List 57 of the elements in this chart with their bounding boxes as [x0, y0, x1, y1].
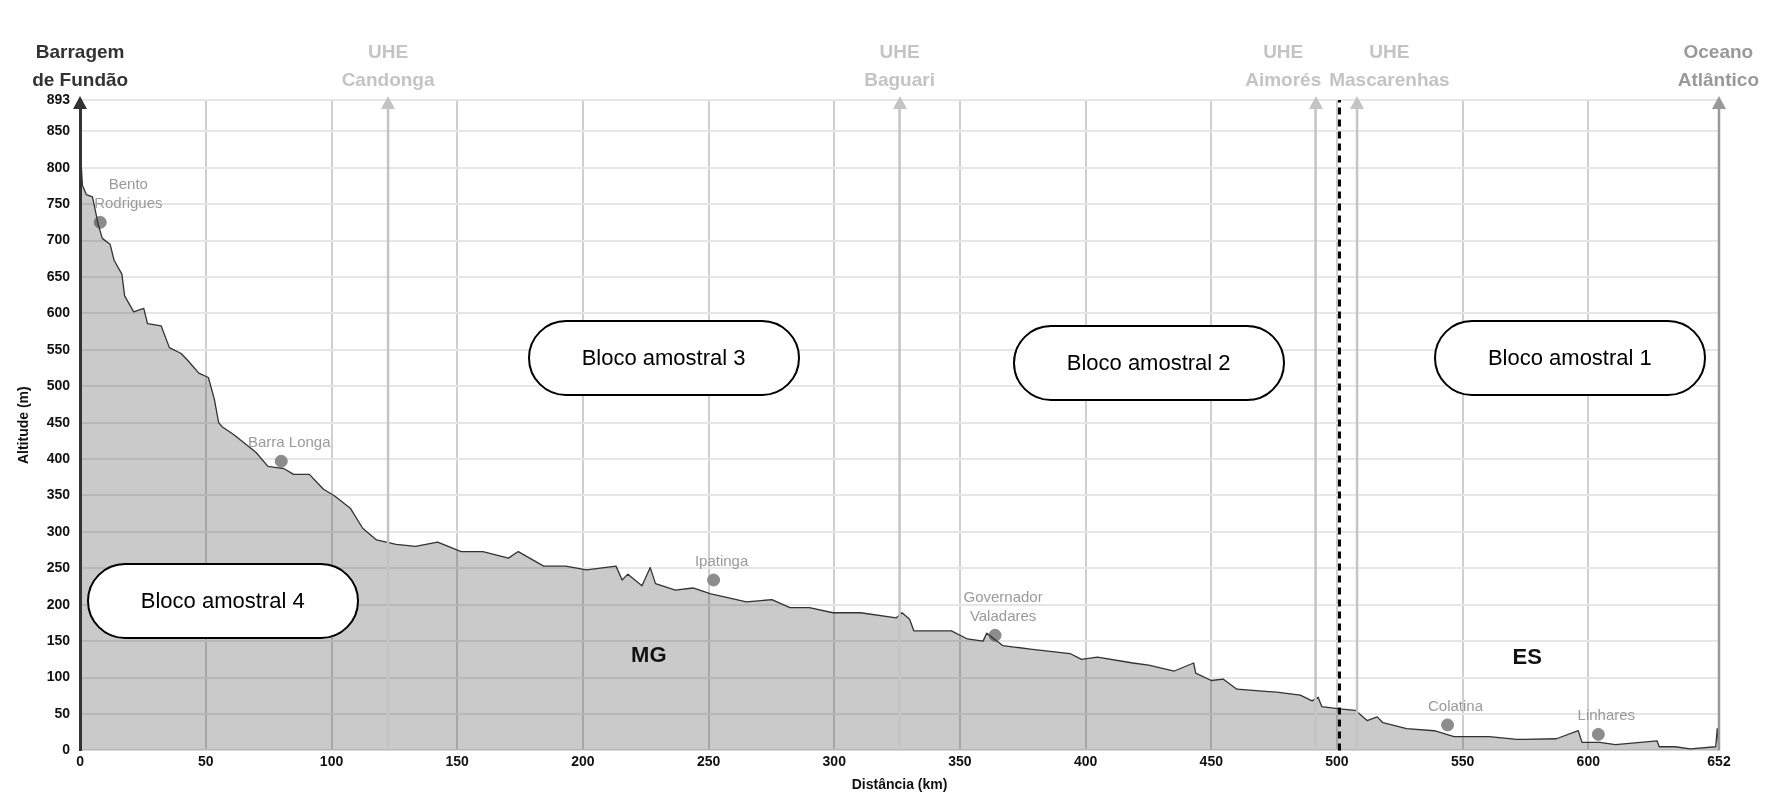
x-tick-label: 350 [948, 752, 972, 769]
y-tick-label: 100 [46, 668, 71, 685]
data-label: Colatina [1428, 696, 1484, 714]
y-tick-label: 0 [62, 741, 71, 758]
ref-line-label: UHE Candonga [341, 41, 435, 90]
point [1591, 727, 1605, 741]
y-tick-label: 850 [46, 122, 71, 139]
data-label: Linhares [1577, 706, 1636, 724]
y-tick-label: 550 [46, 340, 71, 357]
y-tick-label: 300 [46, 522, 71, 539]
data-label: Barra Longa [247, 433, 332, 451]
y-tick-label: 750 [46, 195, 71, 212]
annotation: ES [1512, 644, 1542, 671]
x-tick-label: 150 [445, 752, 470, 769]
point [707, 573, 721, 587]
y-tick-label: 600 [46, 304, 71, 321]
y-tick-label: 350 [46, 486, 71, 503]
annotation: Bloco amostral 3 [581, 344, 746, 371]
y-tick-label: 800 [46, 158, 71, 175]
annotation: Bloco amostral 2 [1066, 349, 1231, 376]
y-tick-label: 450 [46, 413, 71, 430]
point [1441, 718, 1455, 732]
x-tick-label: 100 [319, 752, 344, 769]
data-label: Governador Valadares [963, 588, 1043, 625]
ref-line-label: UHE Aimorés [1245, 41, 1322, 90]
ref-line-label: UHE Mascarenhas [1329, 41, 1450, 90]
x-tick-label: 0 [76, 752, 85, 769]
annotation: MG [631, 641, 667, 668]
y-tick-label: 150 [46, 632, 71, 649]
x-tick-label: 250 [696, 752, 721, 769]
y-axis-title: Altitude (m) [15, 386, 32, 465]
y-tick-label: 200 [46, 595, 71, 612]
y-tick-label: 250 [46, 559, 71, 576]
x-tick-label: 400 [1073, 752, 1098, 769]
x-tick-label: 500 [1325, 752, 1349, 769]
y-tick-label: 500 [46, 377, 71, 394]
text: Barragem de Fundão [32, 41, 129, 90]
y-tick-label: 893 [46, 90, 71, 107]
point [274, 454, 288, 468]
x-tick-label: 50 [198, 752, 214, 769]
x-tick-label: 600 [1576, 752, 1601, 769]
data-label: Ipatinga [694, 551, 749, 569]
ref-line-label: Oceano Atlântico [1677, 41, 1759, 90]
y-tick-label: 700 [46, 231, 71, 248]
x-tick-label: 300 [822, 752, 847, 769]
x-tick-label: 200 [571, 752, 595, 769]
x-axis-title: Distância (km) [851, 776, 948, 793]
y-tick-label: 650 [46, 267, 71, 284]
x-tick-label: 652 [1707, 752, 1731, 769]
x-tick-label: 550 [1450, 752, 1475, 769]
annotation: Bloco amostral 1 [1487, 344, 1652, 371]
ref-line-label: UHE Baguari [864, 41, 935, 90]
y-tick-label: 50 [54, 704, 71, 721]
y-tick-label: 400 [46, 449, 71, 466]
annotation: Bloco amostral 4 [140, 587, 305, 614]
x-tick-label: 450 [1199, 752, 1224, 769]
data-label: Bento Rodrigues [94, 175, 163, 212]
